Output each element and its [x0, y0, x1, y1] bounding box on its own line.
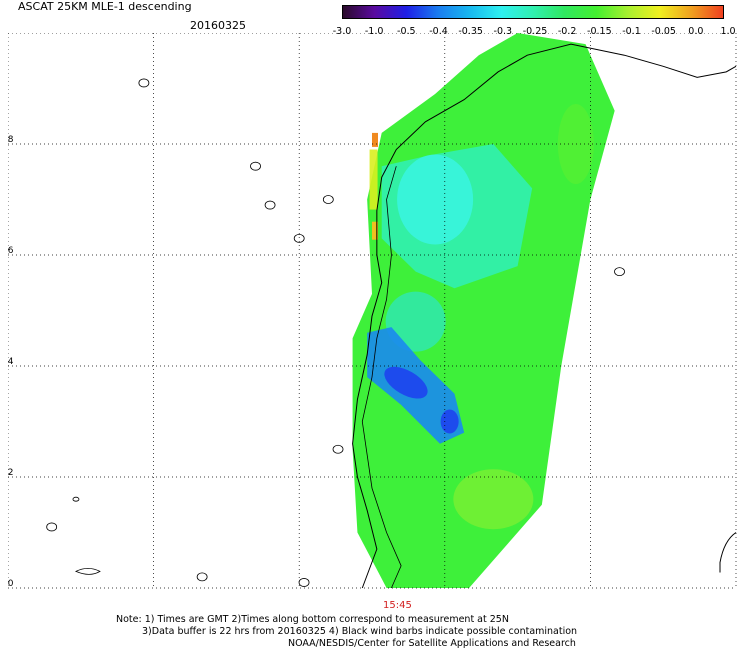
pass-time-label: 15:45 — [383, 600, 412, 611]
product-title: ASCAT 25KM MLE-1 descending — [18, 0, 192, 13]
lake-outline — [322, 195, 334, 204]
swath-green-edge — [557, 104, 594, 184]
colorbar-tick-label: -0.2 — [557, 26, 577, 37]
colorbar-tick-label: -0.05 — [651, 26, 676, 37]
swath-cyan-core — [397, 154, 474, 245]
lake-outline — [614, 267, 625, 277]
note-line-1: Note: 1) Times are GMT 2)Times along bot… — [116, 614, 509, 625]
lake-outline — [250, 161, 261, 171]
lake-outline — [72, 496, 80, 502]
lat-tick-label: 30 — [8, 33, 14, 34]
note-line-2: 3)Data buffer is 22 hrs from 20160325 4)… — [142, 626, 578, 637]
graticule — [8, 33, 737, 589]
swath-layer — [352, 33, 615, 588]
lake-outline — [332, 444, 344, 454]
lake-outline — [298, 578, 310, 587]
colorbar-labels: -3.0 -1.0 -0.5 -0.4 -0.35 -0.3 -0.25 -0.2 -0.15-… — [330, 26, 736, 38]
swath-deep-blue — [384, 366, 428, 399]
colorbar-tick-label: 0.0 — [688, 26, 704, 37]
lake-outline — [196, 572, 208, 582]
swath-yellow-strip — [369, 149, 378, 210]
colorbar-gradient — [343, 6, 723, 18]
swath-yellowgreen-patch — [453, 469, 534, 530]
lat-tick-label: 20 — [8, 579, 14, 589]
note-line-3: NOAA/NESDIS/Center for Satellite Applica… — [288, 638, 576, 649]
colorbar — [342, 5, 724, 19]
lake-outline — [264, 200, 276, 210]
colorbar-tick-label: -0.3 — [493, 26, 513, 37]
colorbar-tick-label: -3.0 — [332, 26, 352, 37]
swath-orange-pixel — [372, 132, 378, 147]
lake-outline — [293, 233, 305, 243]
colorbar-tick-label: -0.35 — [458, 26, 483, 37]
swath-yellow-pixel — [372, 221, 378, 240]
colorbar-tick-label: -0.1 — [622, 26, 641, 37]
yucatan-coast — [719, 532, 737, 573]
coastline-inner — [361, 166, 402, 589]
lat-tick-label: 26 — [8, 246, 14, 256]
lake-outline — [138, 78, 150, 88]
lat-tick-label: 22 — [8, 468, 13, 478]
lake-chapala-outline — [74, 567, 101, 575]
colorbar-tick-label: -1.0 — [364, 26, 384, 37]
product-date: 20160325 — [190, 19, 246, 32]
coastline — [352, 43, 737, 589]
lat-tick-label: 28 — [8, 135, 14, 145]
map-panel: 202224262830-105-102-99-96-93-90 — [8, 33, 737, 589]
lake-outline — [46, 522, 58, 532]
colorbar-tick-label: -0.15 — [587, 26, 612, 37]
swath-deep-blue-2 — [440, 409, 459, 434]
swath-cyan-patch — [385, 291, 446, 352]
colorbar-tick-label: -0.4 — [429, 26, 448, 37]
colorbar-tick-label: -0.5 — [397, 26, 416, 37]
lat-tick-label: 24 — [8, 357, 14, 367]
colorbar-tick-label: -0.25 — [522, 26, 548, 37]
colorbar-tick-label: 1.0 — [720, 26, 736, 37]
